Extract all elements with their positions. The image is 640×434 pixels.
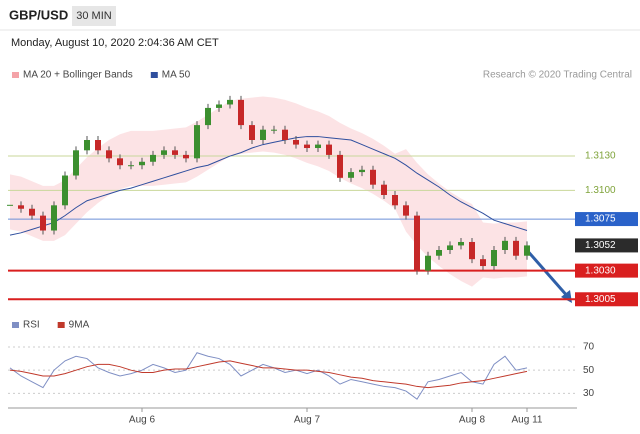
candle [304, 144, 310, 149]
candle [315, 144, 321, 149]
candle [513, 240, 519, 256]
x-tick-label: Aug 11 [512, 415, 543, 426]
level-label: 1.3075 [585, 214, 616, 225]
y-tick-label: 70 [583, 342, 595, 353]
candle [150, 154, 156, 162]
candle [458, 241, 464, 246]
candle [381, 184, 387, 195]
x-tick-label: Aug 8 [459, 415, 486, 426]
candle [271, 129, 277, 131]
candle [491, 250, 497, 267]
candle [205, 107, 211, 126]
x-tick-label: Aug 6 [129, 415, 156, 426]
candle [84, 140, 90, 151]
interval[interactable]: 30 MIN [76, 10, 112, 22]
candle [216, 104, 222, 108]
interval-box[interactable] [72, 6, 116, 26]
candle [249, 125, 255, 140]
candle [293, 140, 299, 145]
candle [502, 240, 508, 250]
candle [95, 140, 101, 151]
level-box [575, 238, 638, 253]
legend-label: 9MA [69, 320, 90, 331]
candle [469, 241, 475, 260]
candle [370, 169, 376, 185]
rsi-line [9, 360, 528, 389]
symbol: GBP/USD [9, 7, 68, 22]
legend-swatch [12, 322, 19, 328]
candle [128, 165, 134, 167]
candle [7, 204, 13, 206]
candle [73, 150, 79, 176]
ma50-line [9, 136, 528, 236]
candle [436, 250, 442, 256]
forecast-arrow [523, 247, 571, 299]
copyright: Research © 2020 Trading Central [483, 70, 632, 81]
y-tick-label: 30 [583, 388, 595, 399]
candle [425, 255, 431, 271]
candle [337, 154, 343, 178]
candle [227, 99, 233, 105]
bollinger-band [10, 96, 527, 287]
level-box [575, 292, 638, 307]
candle [139, 161, 145, 166]
candle [117, 158, 123, 166]
legend-label: MA 20 + Bollinger Bands [23, 70, 133, 81]
level-box [575, 263, 638, 278]
candle [161, 150, 167, 155]
legend-swatch [150, 72, 158, 78]
level-label: 1.3130 [585, 151, 616, 162]
candle [183, 154, 189, 159]
rsi-line [9, 352, 528, 400]
level-label: 1.3005 [585, 294, 616, 305]
legend-label: MA 50 [162, 70, 191, 81]
candle [359, 169, 365, 173]
x-tick-label: Aug 7 [294, 415, 321, 426]
candle [414, 215, 420, 271]
candle [480, 259, 486, 267]
candle [238, 99, 244, 126]
y-tick-label: 50 [583, 365, 595, 376]
timestamp: Monday, August 10, 2020 2:04:36 AM CET [11, 37, 219, 49]
candle [106, 150, 112, 159]
level-label: 1.3030 [585, 265, 616, 276]
candle [18, 205, 24, 209]
level-label: 1.3100 [585, 185, 616, 196]
candle [447, 245, 453, 250]
candle [172, 150, 178, 155]
candle [282, 129, 288, 140]
candle [29, 208, 35, 216]
candle [403, 205, 409, 216]
candle [40, 215, 46, 231]
legend-swatch [57, 322, 65, 328]
legend-label: RSI [23, 320, 40, 331]
candle [524, 245, 530, 256]
level-box [575, 212, 638, 227]
candle [326, 144, 332, 155]
legend-swatch [12, 72, 19, 78]
candle [51, 205, 57, 231]
candle [194, 125, 200, 159]
level-label: 1.3052 [585, 240, 616, 251]
candle [260, 129, 266, 140]
candle [392, 195, 398, 206]
candle [348, 172, 354, 178]
candle [62, 175, 68, 206]
